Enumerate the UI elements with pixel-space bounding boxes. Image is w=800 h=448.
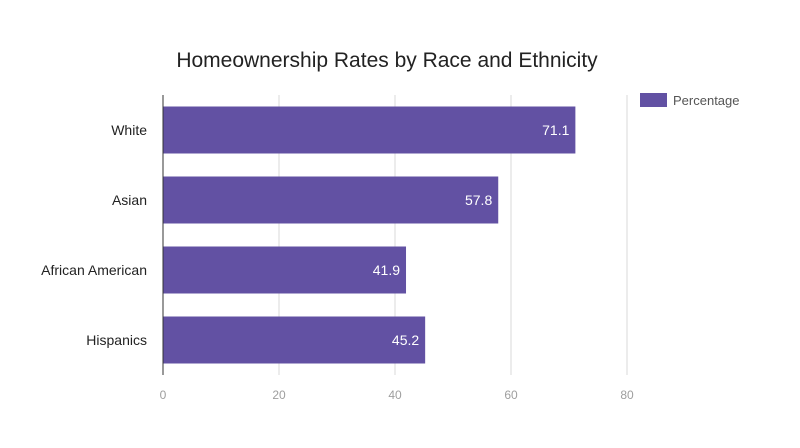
category-label: Hispanics xyxy=(86,332,147,348)
legend-label: Percentage xyxy=(673,93,740,108)
bar xyxy=(163,176,499,224)
x-tick-label: 40 xyxy=(388,388,402,402)
x-axis-ticks: 0 20 40 60 80 xyxy=(160,388,634,402)
x-tick-label: 0 xyxy=(160,388,167,402)
x-tick-label: 80 xyxy=(620,388,634,402)
x-tick-label: 60 xyxy=(504,388,518,402)
category-label: African American xyxy=(41,262,147,278)
bar xyxy=(163,246,407,294)
category-label: White xyxy=(111,122,147,138)
data-label: 41.9 xyxy=(373,262,400,278)
chart-title: Homeownership Rates by Race and Ethnicit… xyxy=(176,49,598,72)
data-label: 57.8 xyxy=(465,192,492,208)
legend-swatch xyxy=(640,93,667,107)
data-label: 45.2 xyxy=(392,332,419,348)
bars: 71.1 57.8 41.9 45.2 xyxy=(163,106,576,364)
bar xyxy=(163,316,426,364)
x-tick-label: 20 xyxy=(272,388,286,402)
category-labels: White Asian African American Hispanics xyxy=(41,122,147,348)
category-label: Asian xyxy=(112,192,147,208)
legend: Percentage xyxy=(640,93,740,108)
bar xyxy=(163,106,576,154)
data-label: 71.1 xyxy=(542,122,569,138)
